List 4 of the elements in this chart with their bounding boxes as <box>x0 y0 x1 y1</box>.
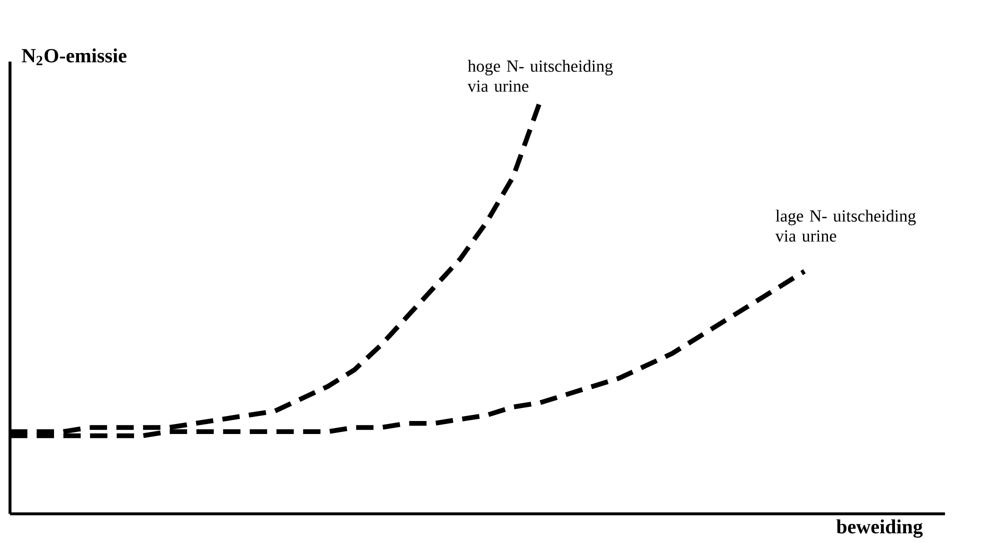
y-axis-title: N$_{2}$O-emissie <box>22 48 126 66</box>
x-axis-title: beweiding <box>836 519 923 538</box>
series-label: hoge N- uitscheiding via urine <box>468 60 613 92</box>
text: lage N- uitscheiding via urine <box>775 210 916 242</box>
